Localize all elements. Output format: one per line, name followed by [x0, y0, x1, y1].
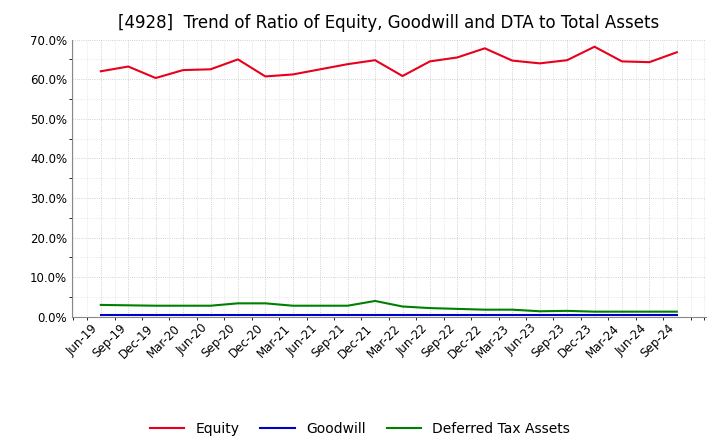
Goodwill	[289, 312, 297, 317]
Deferred Tax Assets	[179, 303, 187, 308]
Goodwill	[563, 312, 572, 317]
Deferred Tax Assets	[426, 305, 434, 311]
Deferred Tax Assets	[316, 303, 325, 308]
Equity	[124, 64, 132, 69]
Goodwill	[508, 312, 516, 317]
Equity	[453, 55, 462, 60]
Equity	[371, 58, 379, 63]
Goodwill	[480, 312, 489, 317]
Goodwill	[672, 312, 681, 317]
Line: Equity: Equity	[101, 47, 677, 78]
Deferred Tax Assets	[590, 309, 599, 314]
Equity	[645, 59, 654, 65]
Equity	[672, 50, 681, 55]
Deferred Tax Assets	[233, 301, 242, 306]
Equity	[618, 59, 626, 64]
Equity	[316, 66, 325, 72]
Equity	[233, 57, 242, 62]
Equity	[151, 75, 160, 81]
Equity	[508, 58, 516, 63]
Deferred Tax Assets	[124, 303, 132, 308]
Deferred Tax Assets	[480, 307, 489, 312]
Deferred Tax Assets	[206, 303, 215, 308]
Deferred Tax Assets	[508, 307, 516, 312]
Goodwill	[124, 312, 132, 317]
Goodwill	[453, 312, 462, 317]
Goodwill	[590, 312, 599, 317]
Goodwill	[398, 312, 407, 317]
Deferred Tax Assets	[371, 298, 379, 304]
Deferred Tax Assets	[261, 301, 270, 306]
Equity	[179, 67, 187, 73]
Deferred Tax Assets	[398, 304, 407, 309]
Goodwill	[233, 312, 242, 317]
Deferred Tax Assets	[343, 303, 352, 308]
Equity	[426, 59, 434, 64]
Deferred Tax Assets	[618, 309, 626, 314]
Goodwill	[206, 312, 215, 317]
Equity	[96, 69, 105, 74]
Goodwill	[371, 312, 379, 317]
Equity	[590, 44, 599, 49]
Goodwill	[96, 312, 105, 317]
Deferred Tax Assets	[289, 303, 297, 308]
Goodwill	[536, 312, 544, 317]
Goodwill	[426, 312, 434, 317]
Title: [4928]  Trend of Ratio of Equity, Goodwill and DTA to Total Assets: [4928] Trend of Ratio of Equity, Goodwil…	[118, 15, 660, 33]
Equity	[343, 62, 352, 67]
Equity	[563, 58, 572, 63]
Deferred Tax Assets	[672, 309, 681, 314]
Deferred Tax Assets	[453, 306, 462, 312]
Equity	[398, 73, 407, 79]
Equity	[536, 61, 544, 66]
Deferred Tax Assets	[563, 308, 572, 313]
Goodwill	[645, 312, 654, 317]
Goodwill	[261, 312, 270, 317]
Line: Deferred Tax Assets: Deferred Tax Assets	[101, 301, 677, 312]
Goodwill	[179, 312, 187, 317]
Equity	[289, 72, 297, 77]
Deferred Tax Assets	[96, 302, 105, 308]
Deferred Tax Assets	[536, 308, 544, 314]
Deferred Tax Assets	[645, 309, 654, 314]
Equity	[261, 74, 270, 79]
Goodwill	[316, 312, 325, 317]
Deferred Tax Assets	[151, 303, 160, 308]
Equity	[206, 66, 215, 72]
Goodwill	[618, 312, 626, 317]
Goodwill	[343, 312, 352, 317]
Goodwill	[151, 312, 160, 317]
Equity	[480, 46, 489, 51]
Legend: Equity, Goodwill, Deferred Tax Assets: Equity, Goodwill, Deferred Tax Assets	[144, 417, 576, 440]
